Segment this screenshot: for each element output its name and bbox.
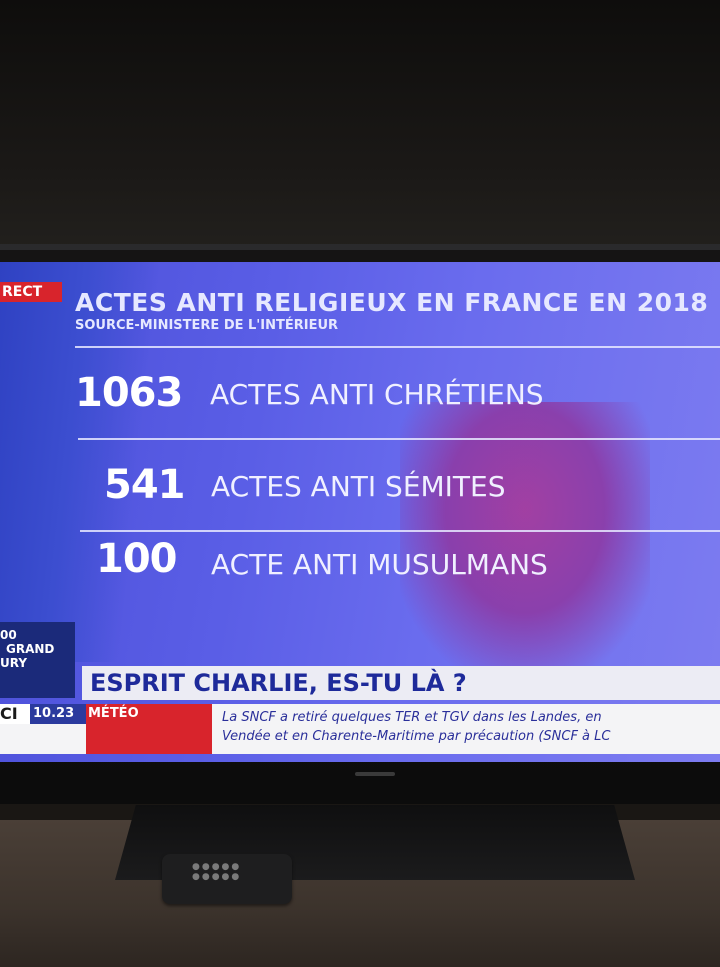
ticker-text: La SNCF a retiré quelques TER et TGV dan… bbox=[222, 708, 720, 746]
program-side-box: 00 GRAND URY bbox=[0, 622, 75, 698]
live-tag: RECT bbox=[0, 282, 62, 302]
tv-screen: RECT ACTES ANTI RELIGIEUX EN FRANCE EN 2… bbox=[0, 262, 720, 762]
stat-label-semite: ACTES ANTI SÉMITES bbox=[211, 470, 506, 503]
ticker-line: La SNCF a retiré quelques TER et TGV dan… bbox=[222, 710, 602, 725]
side-box-line: URY bbox=[0, 656, 28, 670]
divider bbox=[78, 438, 720, 440]
stat-label-muslim: ACTE ANTI MUSULMANS bbox=[211, 548, 548, 581]
stat-number-christian: 1063 bbox=[75, 370, 183, 416]
remote-control-icon: ●●●●● ●●●●● bbox=[162, 854, 292, 904]
divider bbox=[80, 530, 720, 532]
graphic-title: ACTES ANTI RELIGIEUX EN FRANCE EN 2018 bbox=[75, 288, 709, 317]
stat-label-christian: ACTES ANTI CHRÉTIENS bbox=[210, 378, 544, 411]
stat-number-semite: 541 bbox=[104, 462, 185, 508]
channel-brand: CI bbox=[0, 704, 30, 724]
side-box-line: 00 bbox=[0, 628, 17, 642]
tv-brand-logo bbox=[355, 772, 395, 776]
stat-number-muslim: 100 bbox=[96, 536, 177, 582]
headline-banner: ESPRIT CHARLIE, ES-TU LÀ ? bbox=[82, 666, 720, 700]
ticker-line: Vendée et en Charente-Maritime par préca… bbox=[222, 729, 611, 744]
tv-top-edge bbox=[0, 244, 720, 250]
ticker-time: 10.23 bbox=[30, 704, 86, 724]
remote-buttons: ●●●●● ●●●●● bbox=[192, 862, 242, 882]
wall-background bbox=[0, 0, 720, 250]
ticker-category: MÉTÉO bbox=[86, 704, 212, 754]
graphic-subtitle: SOURCE-MINISTERE DE L'INTÉRIEUR bbox=[75, 318, 339, 333]
divider bbox=[75, 346, 720, 348]
flag-red-stripe bbox=[400, 402, 650, 672]
side-box-line: GRAND bbox=[6, 642, 55, 656]
